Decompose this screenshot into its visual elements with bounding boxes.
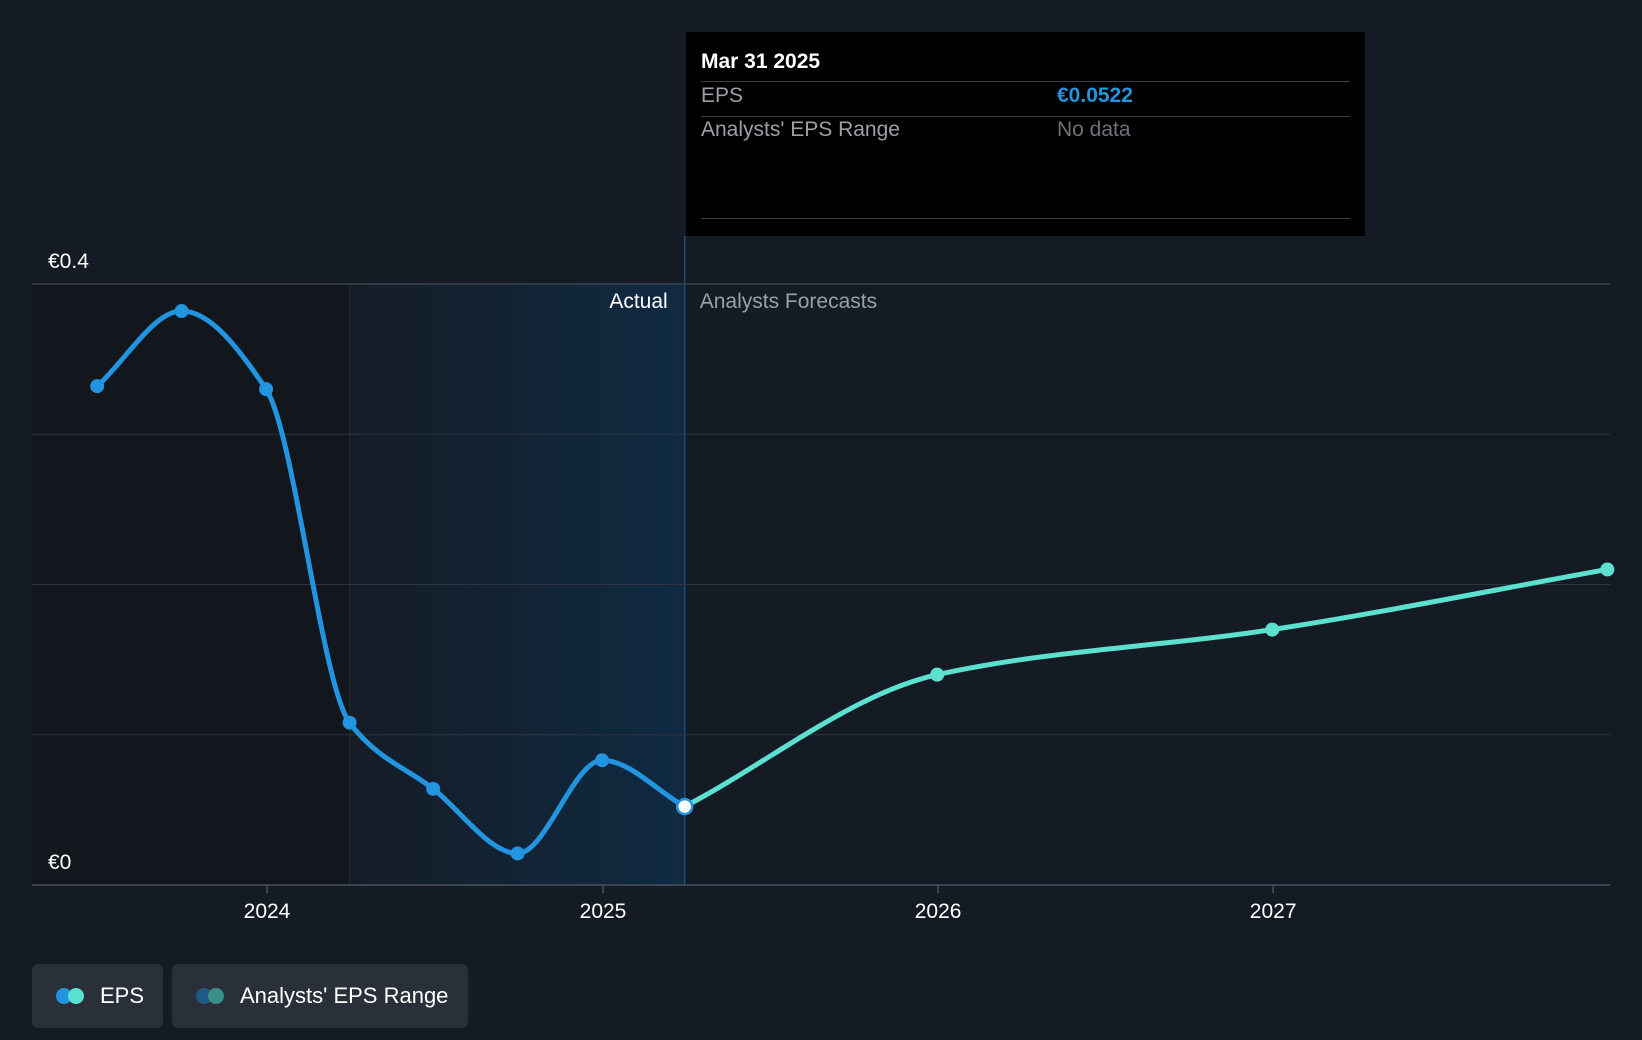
legend-label-eps: EPS: [100, 983, 145, 1008]
tooltip-date: Mar 31 2025: [701, 50, 821, 73]
tooltip-divider: [701, 116, 1350, 117]
tooltip-divider: [701, 218, 1350, 219]
eps-actual-point[interactable]: [426, 781, 441, 796]
eps-dots-icon: [56, 988, 86, 1004]
actual-section-label: Actual: [609, 290, 667, 313]
y-tick-label: €0.4: [48, 250, 89, 273]
x-tick-label: 2025: [580, 900, 627, 923]
x-tick-label: 2027: [1250, 900, 1297, 923]
forecast-section-label: Analysts Forecasts: [700, 290, 877, 313]
range-dots-icon: [196, 988, 226, 1004]
tooltip-panel: Mar 31 2025 EPS €0.0522 Analysts' EPS Ra…: [686, 32, 1365, 236]
eps-forecast-point[interactable]: [1600, 562, 1615, 577]
x-tick-label: 2024: [244, 900, 291, 923]
y-tick-label: €0: [48, 851, 71, 874]
range-dot-high-icon: [208, 988, 224, 1004]
eps-dot-forecast-icon: [68, 988, 84, 1004]
eps-actual-point[interactable]: [510, 846, 525, 861]
eps-forecast-line: [682, 566, 1610, 810]
x-tick-label: 2026: [915, 900, 962, 923]
tooltip-divider: [701, 81, 1350, 82]
tooltip-eps-value: €0.0522: [1057, 84, 1133, 107]
eps-actual-line: [94, 308, 688, 856]
eps-actual-point[interactable]: [595, 753, 610, 768]
eps-actual-point[interactable]: [342, 715, 357, 730]
eps-highlight-point[interactable]: [675, 797, 694, 816]
eps-actual-point[interactable]: [174, 304, 189, 319]
tooltip-range-label: Analysts' EPS Range: [701, 118, 900, 141]
eps-actual-point[interactable]: [259, 382, 274, 397]
eps-forecast-point[interactable]: [1265, 622, 1280, 637]
tooltip-eps-label: EPS: [701, 84, 744, 107]
legend-label-analysts-range: Analysts' EPS Range: [240, 983, 449, 1008]
legend-item-eps[interactable]: EPS: [32, 964, 163, 1028]
eps-forecast-point[interactable]: [930, 667, 945, 682]
legend-item-analysts-range[interactable]: Analysts' EPS Range: [172, 964, 468, 1028]
eps-actual-point[interactable]: [90, 379, 105, 394]
tooltip-range-value: No data: [1057, 118, 1131, 141]
